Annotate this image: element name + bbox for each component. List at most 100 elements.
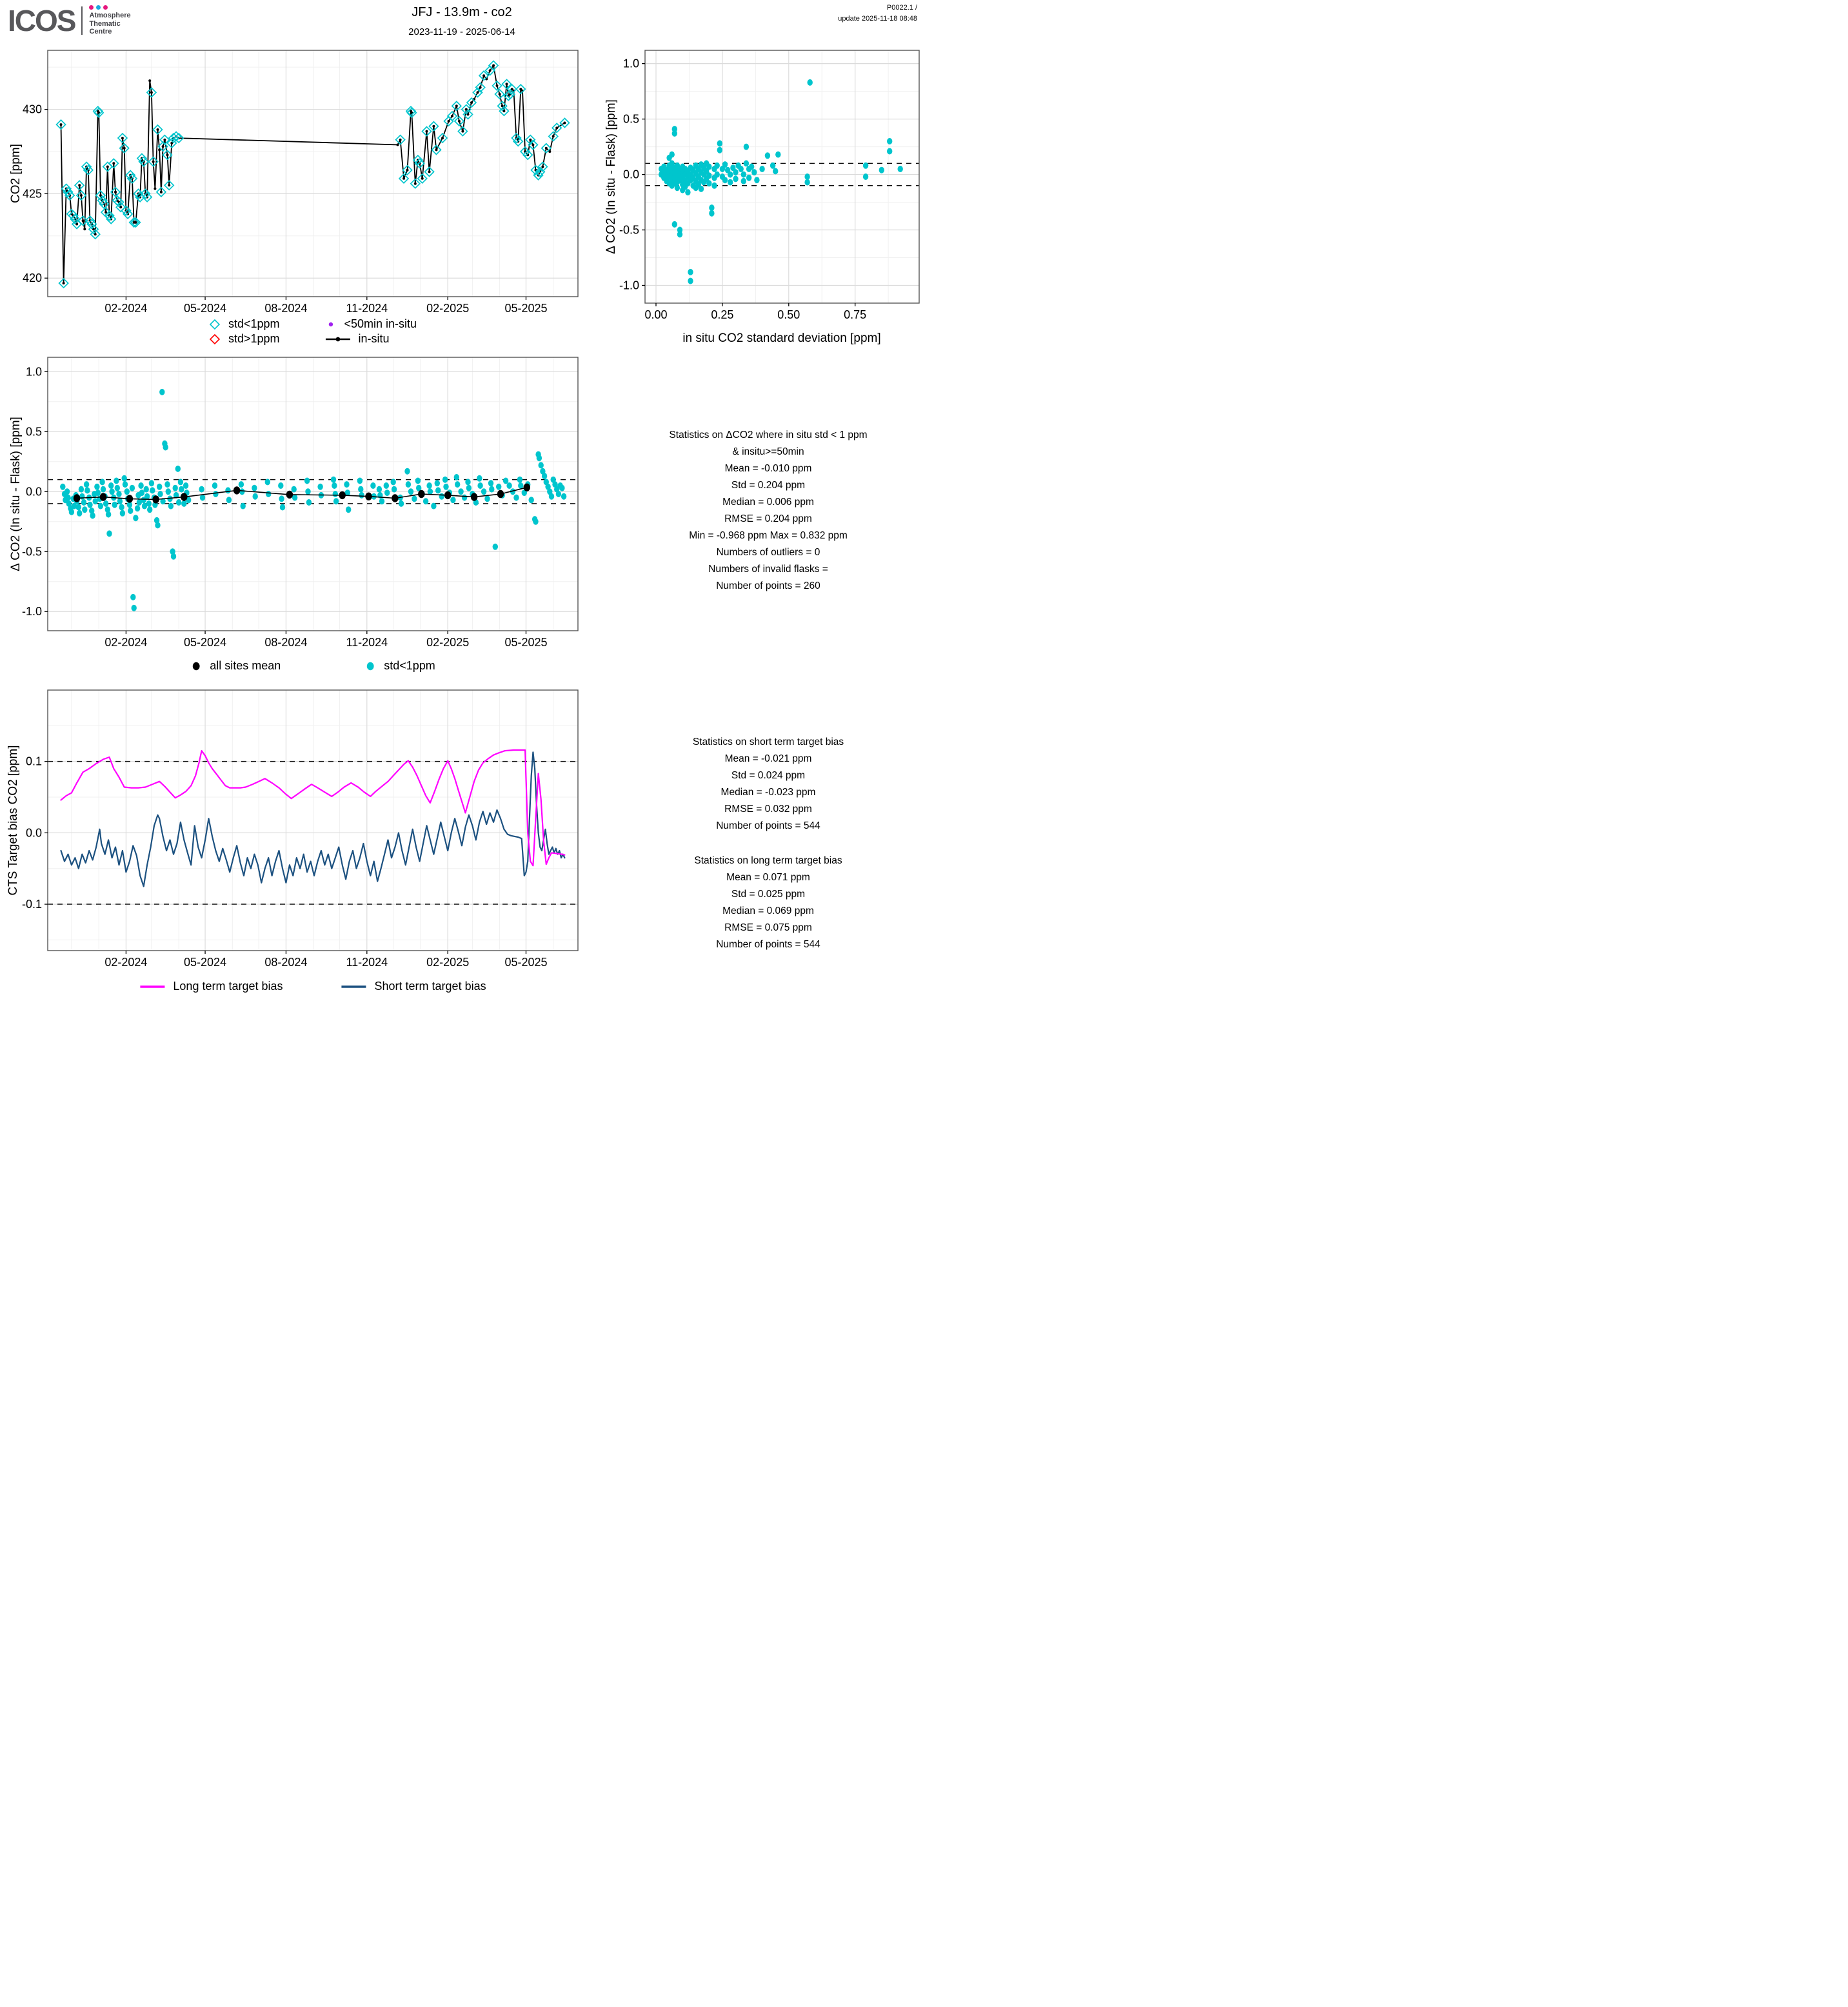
y-axis-label-delta-co2: Δ CO2 (In situ - Flask) [ppm] xyxy=(604,99,618,254)
red-diamond-icon xyxy=(209,333,221,344)
stat-line: RMSE = 0.032 ppm xyxy=(724,804,812,815)
svg-text:05-2024: 05-2024 xyxy=(184,636,226,649)
qc-report-page: ICOS Atmosphere Thematic Centre JFJ - 13… xyxy=(0,0,924,1006)
purple-dot-icon xyxy=(328,322,333,326)
stat-line: Median = 0.069 ppm xyxy=(722,905,814,916)
stat-line: Number of points = 544 xyxy=(716,939,820,950)
logo-subtitle: Atmosphere Thematic Centre xyxy=(89,12,130,36)
delta-statistics-block: Statistics on ΔCO2 where in situ std < 1… xyxy=(613,427,924,595)
update-timestamp: update 2025-11-18 08:48 xyxy=(838,14,917,23)
stat-line: Median = 0.006 ppm xyxy=(722,497,814,508)
icos-logo-text: ICOS xyxy=(8,3,76,37)
x-axis-label-std: in situ CO2 standard deviation [ppm] xyxy=(682,331,881,345)
svg-text:-1.0: -1.0 xyxy=(22,605,42,618)
delta-timeseries-chart: Δ CO2 (In situ - Flask) [ppm] 02-2024 05-… xyxy=(0,348,601,684)
blue-line-icon xyxy=(341,985,366,988)
title-block: JFJ - 13.9m - co2 2023-11-19 - 2025-06-1… xyxy=(268,5,655,37)
svg-text:-1.0: -1.0 xyxy=(619,279,639,292)
svg-text:05-2024: 05-2024 xyxy=(184,956,226,969)
magenta-line-icon xyxy=(140,985,165,988)
svg-text:02-2025: 02-2025 xyxy=(426,956,469,969)
logo-subtitle-line: Centre xyxy=(89,28,112,36)
y-axis-label-delta-co2-mid: Δ CO2 (In situ - Flask) [ppm] xyxy=(9,417,23,571)
svg-text:05-2025: 05-2025 xyxy=(504,302,547,315)
legend-label: <50min in-situ xyxy=(344,317,417,330)
page-title: JFJ - 13.9m - co2 xyxy=(412,5,512,19)
stat-line: RMSE = 0.204 ppm xyxy=(724,513,812,524)
black-dot-icon xyxy=(192,662,200,670)
y-axis-label-co2: CO2 [ppm] xyxy=(9,144,23,203)
svg-text:430: 430 xyxy=(23,103,42,116)
stat-line: Mean = 0.071 ppm xyxy=(726,872,810,883)
svg-text:11-2024: 11-2024 xyxy=(346,636,388,649)
svg-text:0.75: 0.75 xyxy=(844,308,866,321)
legend-item-std-lt-1ppm-dots: std<1ppm xyxy=(364,659,435,673)
logo-right-block: Atmosphere Thematic Centre xyxy=(89,5,131,36)
legend-label: in-situ xyxy=(358,332,390,345)
stat-line: Number of points = 260 xyxy=(716,580,820,591)
stat-line: Statistics on ΔCO2 where in situ std < 1… xyxy=(669,430,868,440)
legend-label: std<1ppm xyxy=(228,317,280,330)
teal-dot-icon xyxy=(366,662,374,670)
report-ref: P0022.1 / update 2025-11-18 08:48 xyxy=(838,3,917,24)
logo-subtitle-line: Thematic xyxy=(89,19,121,28)
svg-text:0.1: 0.1 xyxy=(26,755,42,768)
svg-text:02-2024: 02-2024 xyxy=(104,956,147,969)
date-range: 2023-11-19 - 2025-06-14 xyxy=(408,26,515,37)
legend-item-std-lt-1ppm: std<1ppm xyxy=(209,317,280,331)
chart-canvas: 0.00 0.25 0.50 0.75 -1.0 -0.5 0.0 0.5 1.0 xyxy=(619,50,920,321)
legend-item-std-gt-1ppm: std>1ppm xyxy=(209,332,280,346)
legend-label: Short term target bias xyxy=(374,980,486,993)
legend-item-all-sites-mean: all sites mean xyxy=(190,659,281,673)
svg-text:11-2024: 11-2024 xyxy=(346,956,388,969)
short-term-statistics-block: Statistics on short term target bias Mean… xyxy=(613,734,924,835)
stat-line: Numbers of invalid flasks = xyxy=(708,564,828,575)
svg-text:05-2025: 05-2025 xyxy=(504,956,547,969)
stat-line: Number of points = 544 xyxy=(716,820,820,831)
logo-divider xyxy=(81,6,83,35)
stat-line: Std = 0.025 ppm xyxy=(731,889,806,900)
stat-line: Min = -0.968 ppm Max = 0.832 ppm xyxy=(689,530,848,541)
stat-line: Std = 0.204 ppm xyxy=(731,480,806,491)
legend-item-lt-50min: <50min in-situ xyxy=(325,317,417,331)
legend-label: all sites mean xyxy=(210,659,281,672)
stat-line: Statistics on short term target bias xyxy=(692,737,844,747)
line-dot-icon xyxy=(325,337,350,341)
svg-text:08-2024: 08-2024 xyxy=(264,956,307,969)
report-id: P0022.1 / xyxy=(886,4,917,12)
long-term-statistics-block: Statistics on long term target bias Mean … xyxy=(613,853,924,953)
stat-line: Mean = -0.010 ppm xyxy=(724,463,812,474)
svg-text:02-2024: 02-2024 xyxy=(104,636,147,649)
stat-line: Median = -0.023 ppm xyxy=(720,787,816,798)
svg-text:0.5: 0.5 xyxy=(623,113,639,126)
legend-label: std<1ppm xyxy=(384,659,435,672)
legend-label: Long term target bias xyxy=(173,980,283,993)
timeseries-legend: std<1ppm <50min in-situ std>1ppm in-situ xyxy=(209,317,417,346)
svg-text:05-2025: 05-2025 xyxy=(504,636,547,649)
svg-text:420: 420 xyxy=(23,272,42,284)
svg-text:425: 425 xyxy=(23,187,42,200)
legend-item-long-term: Long term target bias xyxy=(139,980,283,993)
svg-text:1.0: 1.0 xyxy=(26,365,42,378)
svg-text:02-2025: 02-2025 xyxy=(426,302,469,315)
target-bias-chart: CTS Target bias CO2 [ppm] 02-2024 05-2024… xyxy=(0,685,601,1004)
svg-text:08-2024: 08-2024 xyxy=(264,302,307,315)
svg-text:05-2024: 05-2024 xyxy=(184,302,226,315)
delta-vs-std-scatter-chart: Δ CO2 (In situ - Flask) [ppm] in situ CO… xyxy=(603,40,924,362)
stat-line: Mean = -0.021 ppm xyxy=(724,753,812,764)
svg-text:0.0: 0.0 xyxy=(26,826,42,839)
legend-item-in-situ: in-situ xyxy=(325,332,417,346)
svg-text:-0.5: -0.5 xyxy=(22,545,42,558)
legend-item-short-term: Short term target bias xyxy=(341,980,486,993)
svg-text:0.5: 0.5 xyxy=(26,425,42,438)
stat-line: Std = 0.024 ppm xyxy=(731,770,806,781)
chart-canvas: 02-2024 05-2024 08-2024 11-2024 02-2025 05-20… xyxy=(22,357,579,649)
svg-text:02-2024: 02-2024 xyxy=(104,302,147,315)
svg-text:0.25: 0.25 xyxy=(711,308,733,321)
stat-line: Statistics on long term target bias xyxy=(694,855,842,866)
svg-text:0.0: 0.0 xyxy=(623,168,639,181)
delta-legend: all sites mean std<1ppm xyxy=(190,659,435,673)
logo-subtitle-line: Atmosphere xyxy=(89,12,131,19)
chart-canvas: 02-2024 05-2024 08-2024 11-2024 02-2025 05-20… xyxy=(22,689,579,969)
svg-text:0.00: 0.00 xyxy=(644,308,667,321)
